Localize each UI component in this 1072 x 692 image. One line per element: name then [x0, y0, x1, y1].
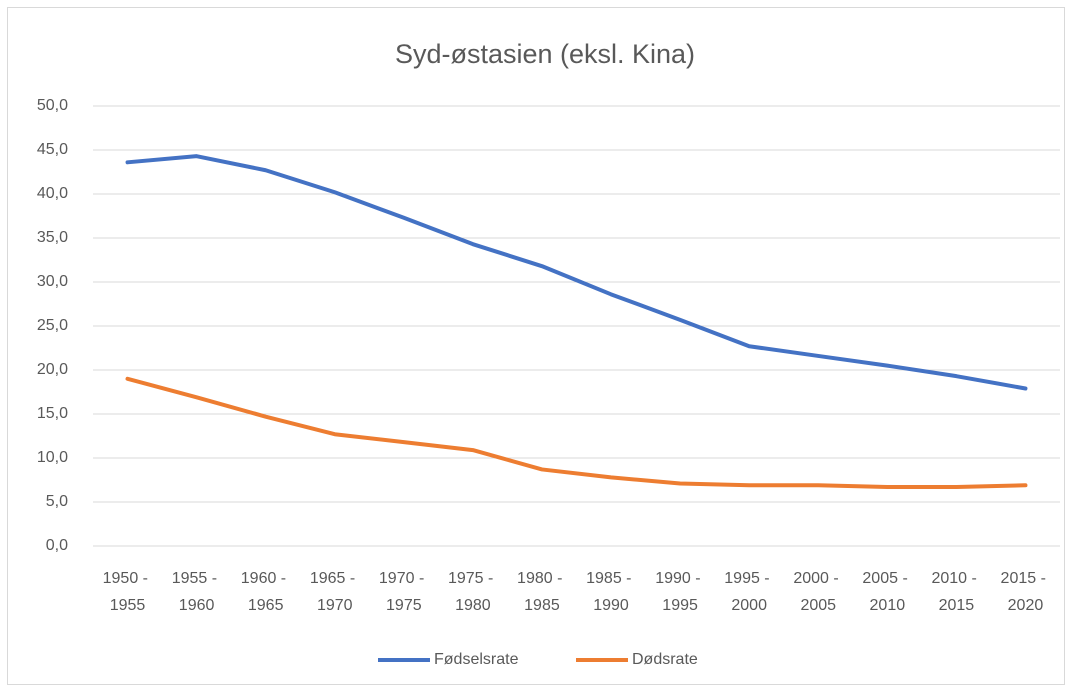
x-tick-label: 1970 - 1975 [379, 570, 429, 614]
x-tick-label: 1990 - 1995 [655, 570, 705, 614]
x-tick-label: 2005 - 2010 [862, 570, 912, 614]
y-tick-label: 30,0 [37, 273, 68, 290]
y-tick-label: 35,0 [37, 229, 68, 246]
x-tick-label: 1955 - 1960 [172, 570, 222, 614]
y-tick-label: 25,0 [37, 317, 68, 334]
y-tick-label: 20,0 [37, 361, 68, 378]
y-tick-label: 50,0 [37, 97, 68, 114]
x-tick-label: 1975 - 1980 [448, 570, 498, 614]
x-tick-label: 1995 - 2000 [724, 570, 774, 614]
x-tick-label: 1965 - 1970 [310, 570, 360, 614]
x-tick-label: 2010 - 2015 [931, 570, 981, 614]
x-tick-label: 2015 - 2020 [1001, 570, 1051, 614]
x-tick-label: 1985 - 1990 [586, 570, 636, 614]
y-tick-label: 45,0 [37, 141, 68, 158]
y-tick-label: 5,0 [46, 493, 68, 510]
y-tick-label: 15,0 [37, 405, 68, 422]
y-tick-label: 40,0 [37, 185, 68, 202]
series-line [125, 376, 1028, 490]
x-tick-label: 1980 - 1985 [517, 570, 567, 614]
y-tick-label: 0,0 [46, 537, 68, 554]
x-tick-label: 1960 - 1965 [241, 570, 291, 614]
legend-label: Dødsrate [632, 651, 698, 668]
chart-border [7, 7, 1065, 685]
chart-title: Syd-østasien (eksl. Kina) [395, 39, 695, 69]
x-tick-label: 2000 - 2005 [793, 570, 843, 614]
y-tick-label: 10,0 [37, 449, 68, 466]
series-line [125, 154, 1028, 391]
legend-label: Fødselsrate [434, 651, 519, 668]
x-tick-label: 1950 - 1955 [103, 570, 153, 614]
